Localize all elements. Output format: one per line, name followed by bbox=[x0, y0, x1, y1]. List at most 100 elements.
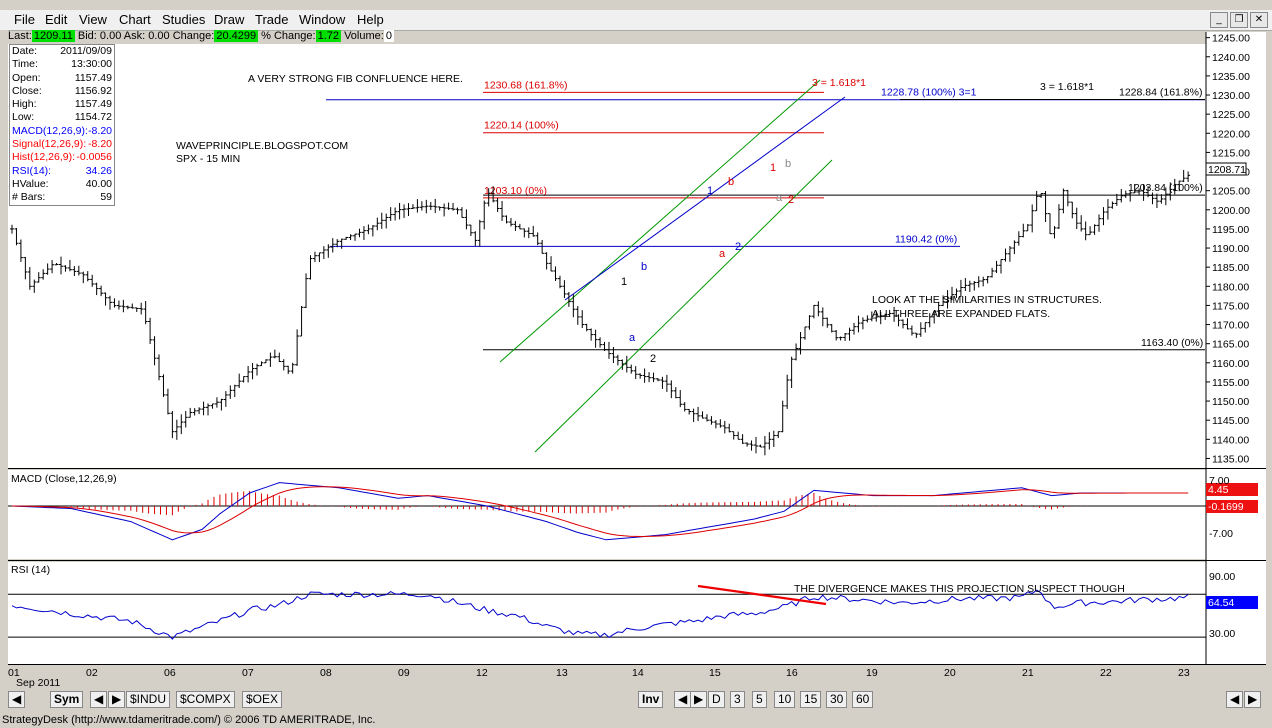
data-window: Date: 2011/09/09 Time: 13:30:00 Open: 1157.49… bbox=[9, 44, 115, 206]
fib-ratio-red: 3 = 1.618*1 bbox=[812, 77, 866, 89]
period-tab-3[interactable]: 3 bbox=[730, 691, 745, 708]
menu-bar: File Edit View Chart Studies Draw Trade … bbox=[0, 10, 1272, 31]
restore-icon[interactable]: ❐ bbox=[1230, 12, 1248, 28]
symbol-note: SPX - 15 MIN bbox=[176, 153, 240, 165]
info-value: -8.20 bbox=[88, 124, 112, 137]
scroll-left-icon[interactable]: ◀ bbox=[90, 691, 108, 708]
window-controls: _ ❐ ✕ bbox=[1208, 12, 1268, 28]
nav-left-button[interactable]: ◀ bbox=[8, 691, 26, 708]
info-row: Open: 1157.49 bbox=[10, 72, 114, 85]
info-row: HValue: 40.00 bbox=[10, 178, 114, 191]
info-key: RSI(14): bbox=[12, 164, 52, 177]
sym-tab[interactable]: Sym bbox=[50, 691, 84, 708]
price-tick-label: 1220.00 bbox=[1212, 128, 1250, 140]
menu-view[interactable]: View bbox=[79, 12, 107, 27]
info-value: -8.20 bbox=[88, 138, 112, 151]
rsi-panel[interactable] bbox=[8, 562, 1206, 664]
info-row: # Bars: 59 bbox=[10, 191, 114, 204]
period-tab-10[interactable]: 10 bbox=[774, 691, 796, 708]
price-tick-label: 1145.00 bbox=[1212, 415, 1249, 427]
fib-label: 1190.42 (0%) bbox=[895, 233, 957, 245]
period-tab-60[interactable]: 60 bbox=[852, 691, 874, 708]
tab-compx[interactable]: $COMPX bbox=[176, 691, 235, 708]
ask-label: Ask: bbox=[123, 30, 146, 42]
info-row: Date: 2011/09/09 bbox=[10, 45, 114, 58]
x-tick-label: 07 bbox=[242, 667, 254, 679]
macd-title: MACD (Close,12,26,9) bbox=[11, 473, 117, 485]
channel-upper-line[interactable] bbox=[499, 79, 821, 363]
menu-help[interactable]: Help bbox=[357, 12, 384, 27]
rsi-tick-high: 90.00 bbox=[1209, 571, 1235, 583]
wave-label: a bbox=[776, 192, 783, 204]
x-tick-label: 14 bbox=[632, 667, 644, 679]
fib-label: 1230.68 (161.8%) bbox=[484, 79, 567, 91]
close-icon[interactable]: ✕ bbox=[1250, 12, 1268, 28]
channel-lower-line[interactable] bbox=[534, 159, 833, 453]
x-tick-label: 13 bbox=[556, 667, 568, 679]
x-tick-label: 12 bbox=[476, 667, 488, 679]
x-tick-label: 20 bbox=[944, 667, 956, 679]
last-value: 1209.11 bbox=[31, 30, 75, 42]
price-tick-label: 1140.00 bbox=[1212, 434, 1249, 446]
price-tick-label: 1175.00 bbox=[1212, 300, 1249, 312]
x-tick-label: 21 bbox=[1022, 667, 1034, 679]
divergence-line[interactable] bbox=[697, 584, 827, 606]
menu-file[interactable]: File bbox=[14, 12, 35, 27]
price-panel[interactable] bbox=[8, 44, 1206, 468]
price-tick-label: 1185.00 bbox=[1212, 262, 1249, 274]
change-value: 20.4299 bbox=[214, 30, 259, 42]
confluence-note: A VERY STRONG FIB CONFLUENCE HERE. bbox=[248, 73, 463, 85]
trend-line[interactable] bbox=[564, 96, 846, 301]
pct-change-label: % Change: bbox=[261, 30, 316, 42]
fib-label: 1228.84 (161.8%) bbox=[1119, 86, 1202, 98]
info-value: 2011/09/09 bbox=[60, 45, 112, 57]
price-tick-label: 1240.00 bbox=[1212, 52, 1250, 64]
info-key: Time: bbox=[12, 58, 38, 71]
info-key: MACD(12,26,9): bbox=[12, 124, 88, 137]
tab-oex[interactable]: $OEX bbox=[242, 691, 283, 708]
info-key: Hist(12,26,9): bbox=[12, 151, 76, 164]
menu-chart[interactable]: Chart bbox=[119, 12, 151, 27]
wave-label: 2 bbox=[788, 194, 794, 206]
minimize-icon[interactable]: _ bbox=[1210, 12, 1228, 28]
period-tab-15[interactable]: 15 bbox=[800, 691, 822, 708]
period-tab-30[interactable]: 30 bbox=[826, 691, 848, 708]
menu-draw[interactable]: Draw bbox=[214, 12, 245, 27]
info-row: Time: 13:30:00 bbox=[10, 58, 114, 71]
price-tick-label: 1205.00 bbox=[1212, 186, 1250, 198]
price-axis bbox=[1206, 32, 1266, 664]
period-tab-D[interactable]: D bbox=[708, 691, 725, 708]
far-left-icon[interactable]: ◀ bbox=[1226, 691, 1244, 708]
info-row: Hist(12,26,9): -0.0056 bbox=[10, 151, 114, 164]
info-key: HValue: bbox=[12, 177, 49, 190]
macd-panel[interactable] bbox=[8, 470, 1206, 559]
status-bar: StrategyDesk (http://www.tdameritrade.co… bbox=[0, 711, 1272, 728]
similarity-note-2: ALL THREE ARE EXPANDED FLATS. bbox=[872, 308, 1050, 320]
menu-trade[interactable]: Trade bbox=[255, 12, 289, 27]
far-right-icon[interactable]: ▶ bbox=[1244, 691, 1262, 708]
fib-ratio-black: 3 = 1.618*1 bbox=[1040, 81, 1094, 93]
info-value: 34.26 bbox=[85, 164, 112, 177]
menu-studies[interactable]: Studies bbox=[162, 12, 206, 27]
menu-edit[interactable]: Edit bbox=[45, 12, 68, 27]
info-key: Date: bbox=[12, 45, 38, 57]
inv-left-icon[interactable]: ◀ bbox=[674, 691, 692, 708]
x-tick-label: 23 bbox=[1178, 667, 1190, 679]
price-tick-label: 1230.00 bbox=[1212, 90, 1250, 102]
macd-signal-line bbox=[11, 486, 1189, 538]
quote-bar: Last: 1209.11 Bid: 0.00 Ask: 0.00 Change:… bbox=[8, 30, 1208, 43]
info-key: # Bars: bbox=[12, 191, 46, 204]
menu-window[interactable]: Window bbox=[299, 12, 346, 27]
site-note: WAVEPRINCIPLE.BLOGSPOT.COM bbox=[176, 140, 348, 152]
bid-label: Bid: bbox=[77, 30, 97, 42]
period-tab-5[interactable]: 5 bbox=[752, 691, 767, 708]
tab-indu[interactable]: $INDU bbox=[126, 691, 171, 708]
inv-right-icon[interactable]: ▶ bbox=[690, 691, 708, 708]
info-row: Close: 1156.92 bbox=[10, 85, 114, 98]
scroll-right-icon[interactable]: ▶ bbox=[108, 691, 126, 708]
inv-button[interactable]: Inv bbox=[638, 691, 664, 708]
last-price-tag: 1208.71 bbox=[1208, 164, 1246, 176]
info-row: Low: 1154.72 bbox=[10, 111, 114, 124]
info-row: RSI(14): 34.26 bbox=[10, 165, 114, 178]
